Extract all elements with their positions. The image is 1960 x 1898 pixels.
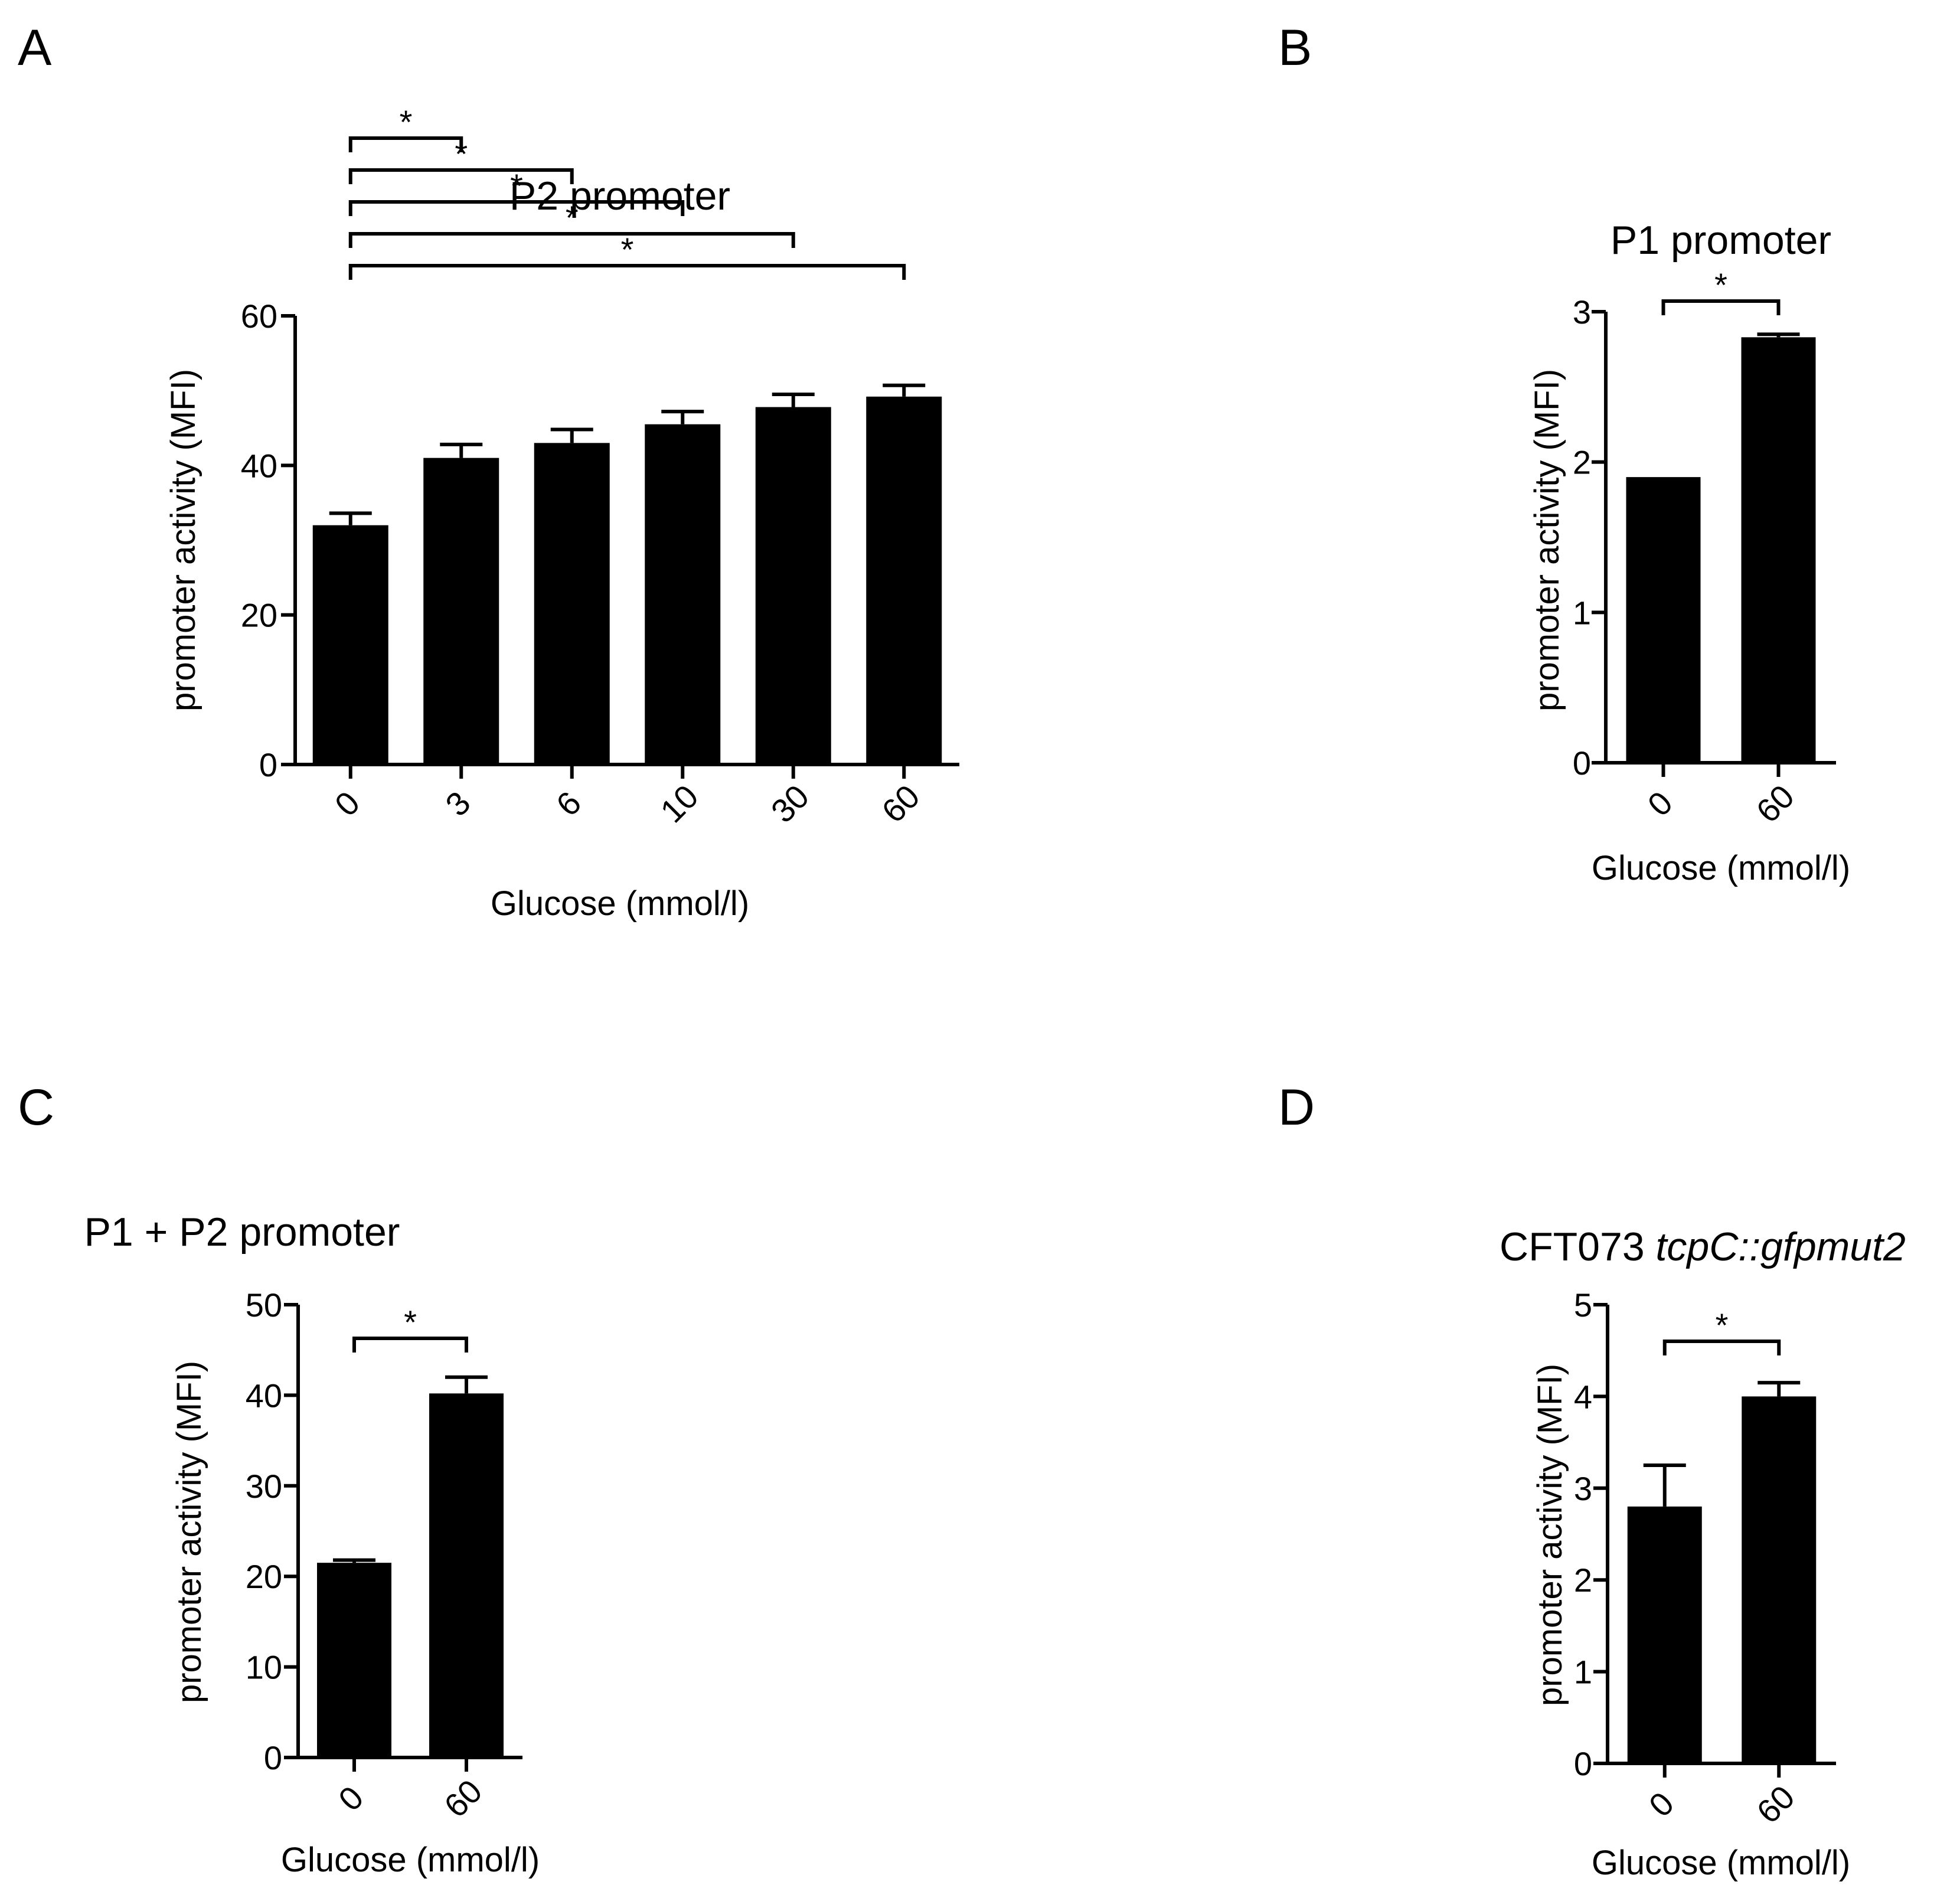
bar-60 [1742,1396,1817,1763]
significance-star: * [510,167,523,204]
y-axis-label: promoter activity (MFI) [1528,369,1566,711]
y-tick-label: 0 [264,1739,282,1776]
significance-bracket [348,232,795,248]
y-axis-label: promoter activity (MFI) [164,369,202,711]
y-tick-label: 4 [1574,1378,1592,1415]
y-axis-label: promoter activity (MFI) [1531,1364,1569,1706]
y-tick-label: 20 [241,597,277,634]
y-tick-label: 40 [241,447,277,484]
panel-label: D [1278,1079,1315,1136]
panel-label: A [18,19,52,76]
y-tick-label: 2 [1574,1561,1592,1599]
bar-60 [429,1393,504,1757]
bar-60 [1741,337,1816,763]
chart-title: P2 promoter [509,174,730,218]
significance-star: * [455,135,468,172]
bar-6 [534,443,610,765]
y-tick-label: 0 [259,746,277,783]
y-tick-label: 3 [1573,293,1591,331]
significance-bracket [1662,1340,1781,1355]
y-tick-label: 1 [1574,1654,1592,1691]
y-tick-label: 3 [1574,1470,1592,1507]
significance-star: * [1716,1306,1729,1344]
bar-0 [1627,1506,1702,1763]
y-axis-label: promoter activity (MFI) [170,1361,208,1703]
y-tick-label: 5 [1574,1286,1592,1324]
significance-bracket [348,200,685,216]
bar-0 [317,1563,391,1757]
x-axis-label: Glucose (mmol/l) [491,884,749,923]
x-axis-label: Glucose (mmol/l) [1592,849,1850,887]
y-tick-label: 50 [246,1286,282,1324]
significance-star: * [404,1304,417,1341]
significance-star: * [566,199,579,236]
y-tick-label: 60 [241,298,277,335]
bar-30 [755,407,831,765]
y-tick-label: 20 [246,1558,282,1595]
bar-60 [866,396,942,765]
y-tick-label: 0 [1574,1745,1592,1782]
x-axis-label: Glucose (mmol/l) [1592,1844,1850,1882]
panel-c: C P1 + P2 promoter 0 10 20 30 40 50 promoter act… [18,1079,540,1879]
chart-title: CFT073 tcpC::gfpmut2 [1500,1224,1906,1269]
y-tick-label: 1 [1573,594,1591,631]
panel-label: C [18,1079,54,1136]
significance-bracket [348,264,906,280]
bar-3 [423,458,499,765]
y-tick-label: 2 [1573,444,1591,481]
chart-title: P1 + P2 promoter [84,1210,400,1255]
panel-a: A P2 promoter 0 20 40 60 promoter activity (MF… [18,19,959,923]
panel-label: B [1278,19,1312,76]
x-axis-label: Glucose (mmol/l) [281,1841,540,1879]
y-tick-label: 30 [246,1468,282,1505]
bar-0 [1626,477,1701,763]
y-tick-label: 10 [246,1649,282,1686]
significance-bracket [348,136,463,152]
significance-star: * [400,103,413,141]
significance-bracket [352,1337,468,1353]
significance-star: * [621,231,634,268]
significance-bracket [348,168,574,184]
bar-0 [312,525,388,765]
significance-bracket [1661,299,1781,315]
y-tick-label: 40 [246,1377,282,1414]
significance-star: * [1714,266,1727,303]
y-tick-label: 0 [1573,744,1591,782]
chart-title-italic: tcpC::gfpmut2 [1656,1224,1906,1269]
bar-10 [645,424,721,765]
chart-title: P1 promoter [1611,218,1831,263]
